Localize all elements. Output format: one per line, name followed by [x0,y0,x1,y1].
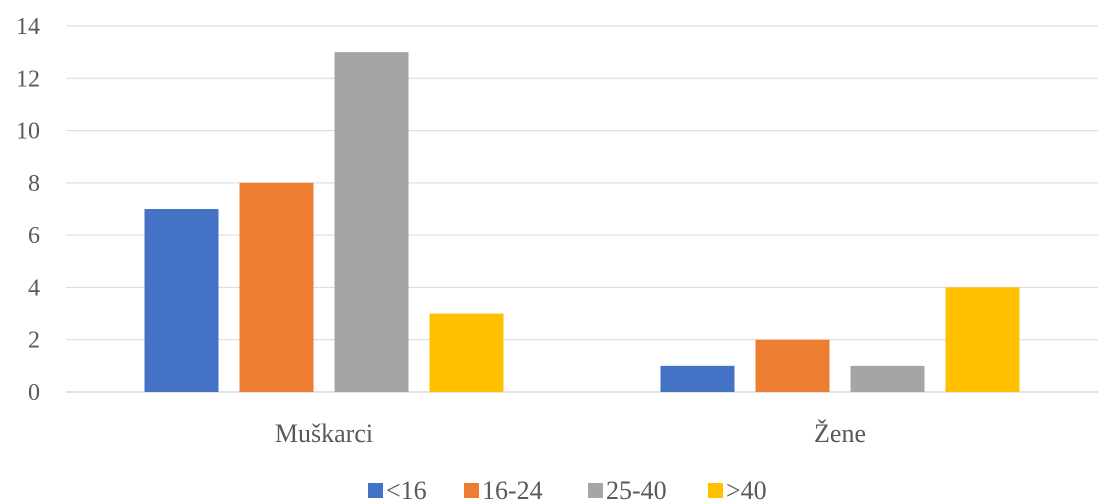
bar-1-3 [334,52,409,393]
bar-2-2 [755,339,830,392]
bar-1-2 [239,182,314,392]
bar-1-1 [144,209,219,392]
bars [144,52,1020,393]
y-axis-tick-labels: 0 2 4 6 8 10 12 14 [16,14,40,406]
legend-label: 16-24 [482,476,543,502]
y-tick-label: 14 [16,14,40,40]
legend-label: 25-40 [606,476,667,502]
gridlines [66,25,1098,393]
bar-1-4 [429,313,504,392]
bar-2-4 [945,287,1020,392]
x-axis-category-labels: Muškarci Žene [275,419,866,448]
legend: <16 16-24 25-40 >40 [368,476,767,502]
x-category-label: Muškarci [275,419,373,448]
legend-label: >40 [726,476,767,502]
y-tick-label: 8 [28,171,40,197]
y-tick-label: 6 [28,223,40,249]
y-tick-label: 0 [28,380,40,406]
x-category-label: Žene [814,419,866,448]
y-tick-label: 2 [28,328,40,354]
legend-label: <16 [386,476,427,502]
bar-2-3 [850,365,925,392]
legend-swatch [464,483,479,498]
y-tick-label: 10 [16,119,40,145]
legend-swatch [368,483,383,498]
legend-swatch [708,483,723,498]
y-tick-label: 12 [16,66,40,92]
y-tick-label: 4 [28,275,40,301]
bar-2-1 [660,365,735,392]
legend-swatch [588,483,603,498]
